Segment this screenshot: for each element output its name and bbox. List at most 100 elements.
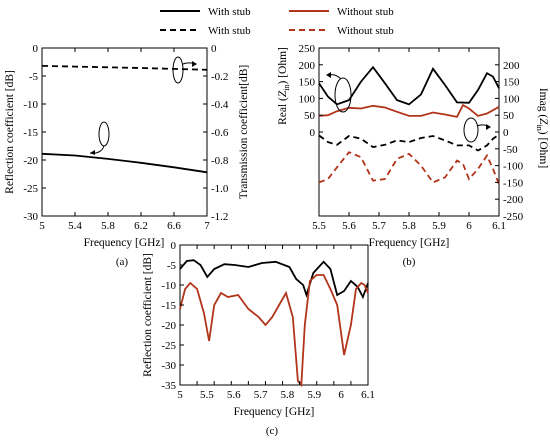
a-annotation-ellipse-left <box>98 121 110 147</box>
b-y2tick-label: 100 <box>503 93 520 105</box>
a-ytick-label: -30 <box>23 211 38 223</box>
b-xtick-label: 5.7 <box>372 220 386 232</box>
b-xtick-label: 5.8 <box>402 220 416 232</box>
a-ytick-label: 0 <box>33 43 39 55</box>
b-ytick-label: 50 <box>304 110 316 122</box>
c-series-line-0 <box>179 259 369 300</box>
b-series-line-2 <box>318 133 500 152</box>
plot-frame-b <box>318 47 500 217</box>
c-xtick-label: 5.6 <box>227 389 241 401</box>
b-xtick-label: 6.1 <box>492 220 506 232</box>
b-y2tick-label: 50 <box>503 110 515 122</box>
c-ytick-label: -5 <box>167 260 177 272</box>
a-annotation-ellipse-right <box>172 56 184 84</box>
c-xtick-label: 5.7 <box>254 389 268 401</box>
c-xtick-label: 5.9 <box>307 389 321 401</box>
a-caption: (a) <box>116 256 129 268</box>
plot-frame-c <box>179 244 369 386</box>
a-y2tick-label: -0.6 <box>211 127 229 139</box>
b-y2label-var: Z <box>537 118 549 125</box>
b-ytick-label: 150 <box>299 77 316 89</box>
b-ylabel-var: Z <box>277 90 289 97</box>
b-ytick-label: 100 <box>299 93 316 105</box>
c-ytick-label: -15 <box>161 300 176 312</box>
b-annotation-ellipse-left <box>334 77 352 113</box>
b-xtick-label: 5.5 <box>312 220 326 232</box>
b-xtick-label: 6 <box>466 220 472 232</box>
c-ytick-label: 0 <box>171 240 177 252</box>
b-y2label-sub: in <box>535 125 544 131</box>
c-ytick-label: -10 <box>161 280 176 292</box>
legend-label-with-stub-solid: With stub <box>208 6 251 18</box>
legend-label-without-stub-dashed: Without stub <box>337 25 394 37</box>
legend-label-without-stub-solid: Without stub <box>337 6 394 18</box>
a-ytick-label: -5 <box>29 71 39 83</box>
b-ylabel: Real (Zin) [Ohm] <box>277 47 291 125</box>
b-ylabel-end: ) [Ohm] <box>277 47 289 84</box>
a-y2tick-label: -1.0 <box>211 183 229 195</box>
b-caption: (b) <box>403 256 416 268</box>
b-xtick-label: 5.9 <box>432 220 446 232</box>
b-ylabel-sub: in <box>282 84 291 90</box>
c-ytick-label: -35 <box>161 380 176 392</box>
c-xtick-label: 5 <box>177 389 183 401</box>
c-ytick-label: -20 <box>161 320 176 332</box>
c-xlabel: Frequency [GHz] <box>234 406 315 418</box>
a-series-group <box>41 65 208 174</box>
a-xtick-label: 6.6 <box>167 220 181 232</box>
b-ylabel-text: Real (Zin) [Ohm] <box>277 47 291 125</box>
c-xtick-label: 6 <box>338 389 344 401</box>
a-y2tick-label: -0.4 <box>211 99 229 111</box>
c-ticks-group: 5 5.5 5.6 5.7 5.8 5.9 6 6.1 -35 -30 -25 -20 -15 -10 -5… <box>161 240 375 401</box>
c-xtick-label: 6.1 <box>361 389 375 401</box>
c-xtick-label: 5.8 <box>281 389 295 401</box>
a-annotation-arrowhead-right <box>192 61 197 67</box>
a-ytick-label: -25 <box>23 183 38 195</box>
b-y2tick-label: 0 <box>503 127 509 139</box>
c-ylabel: Reflection coefficient [dB] <box>142 253 154 377</box>
chart-a: 5 5.4 5.8 6.2 6.6 7 -30 -25 -20 -15 -10 -5 0 -1.2 -1.0… <box>4 43 250 268</box>
a-y2tick-label: 0 <box>211 43 217 55</box>
b-ticks-group: 5.5 5.6 5.7 5.8 5.9 6 6.1 0 50 100 150 200 250 -250 -2… <box>299 43 524 232</box>
b-y2label: Imag (Zin) [Ohm] <box>535 88 549 168</box>
b-annotation-right <box>463 117 491 143</box>
chart-c: 5 5.5 5.6 5.7 5.8 5.9 6 6.1 -35 -30 -25 -20 -15 -10 -5… <box>142 240 375 437</box>
b-series-group <box>318 65 500 185</box>
a-ytick-label: -15 <box>23 127 38 139</box>
plot-frame-a <box>41 47 208 217</box>
b-ytick-label: 200 <box>299 60 316 72</box>
c-series-group <box>179 259 369 388</box>
a-annotation-left <box>89 121 110 155</box>
a-y2label: Transmission coefficient[dB] <box>238 65 250 199</box>
a-ticks-group: 5 5.4 5.8 6.2 6.6 7 -30 -25 -20 -15 -10 -5 0 -1.2 -1.0… <box>23 43 229 232</box>
b-y2label-main: Imag ( <box>537 88 549 119</box>
b-ytick-label: 0 <box>310 127 316 139</box>
a-ylabel: Reflection coefficient [dB] <box>4 70 16 194</box>
a-xtick-label: 7 <box>204 220 210 232</box>
c-xtick-label: 5.5 <box>200 389 214 401</box>
b-annotation-left <box>326 72 352 113</box>
b-annotation-arrowhead-left <box>326 72 331 78</box>
c-ytick-label: -30 <box>161 360 176 372</box>
b-xtick-label: 5.6 <box>342 220 356 232</box>
b-y2tick-label: -100 <box>503 161 524 173</box>
b-series-line-3 <box>318 151 500 185</box>
a-y2tick-label: -0.2 <box>211 71 228 83</box>
a-series-line-1 <box>41 65 208 71</box>
a-y2tick-label: -1.2 <box>211 211 228 223</box>
chart-b: 5.5 5.6 5.7 5.8 5.9 6 6.1 0 50 100 150 200 250 -250 -2… <box>277 43 549 268</box>
b-y2tick-label: -200 <box>503 194 524 206</box>
c-ytick-label: -25 <box>161 340 176 352</box>
a-annotation-arrowhead-left <box>90 150 95 155</box>
b-annotation-arrowhead-right <box>486 124 491 130</box>
a-ytick-label: -20 <box>23 155 38 167</box>
legend-label-with-stub-dashed: With stub <box>208 25 251 37</box>
a-ytick-label: -10 <box>23 99 38 111</box>
b-xlabel: Frequency [GHz] <box>369 237 450 249</box>
c-series-line-1 <box>179 274 369 388</box>
a-xtick-label: 5.8 <box>101 220 115 232</box>
b-y2label-text: Imag (Zin) [Ohm] <box>535 88 549 168</box>
legend: With stub Without stub With stub Without… <box>160 6 394 37</box>
a-annotation-right <box>172 56 197 84</box>
